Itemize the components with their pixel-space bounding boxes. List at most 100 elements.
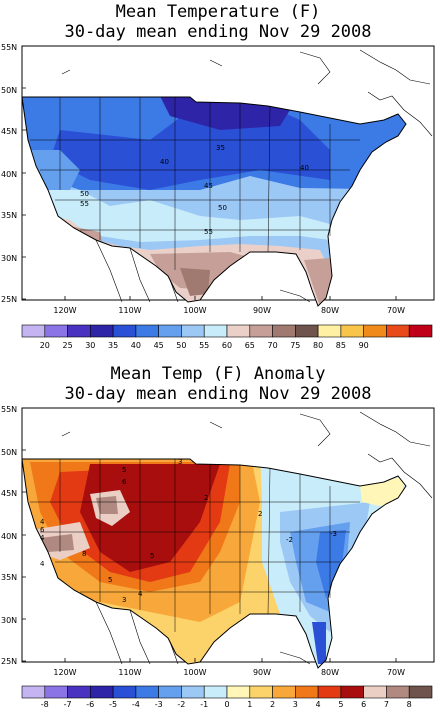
map2-legend-swatch [112,685,137,699]
map2-legend-label: 8 [407,700,412,709]
map1-contour-label: 50 [80,190,89,198]
map1-legend-label: 70 [268,341,278,350]
map2-legend-label: -1 [200,700,208,709]
map2-legend-swatch [44,685,68,699]
map2-legend-label: 3 [293,700,298,709]
map2-contour-label: 8 [82,550,86,558]
map2-ticks [22,407,397,662]
map1-legend-swatch [386,324,410,338]
map2-coastlines [61,411,433,665]
map2-contour-label: 4 [138,590,143,598]
map1-lon-90: 90W [253,306,271,315]
map2-lat-40: 40N [1,532,17,541]
map1-legend-swatch [181,324,205,338]
map2-legend-swatch [203,685,228,699]
map1-legend-swatch [408,324,433,338]
map1-legend-label: 65 [245,341,255,350]
map1-legend-swatch [67,324,91,338]
map1-contour-labels: 35 40 40 45 50 50 55 55 [80,144,309,236]
map1-lat-40: 40N [1,170,17,179]
map1-contour-label: 40 [300,164,309,172]
map1-legend-label: 80 [313,341,323,350]
map1-legend-swatch [158,324,182,338]
map1-lon-80: 80W [321,306,339,315]
map1-title-line2: 30-day mean ending Nov 29 2008 [64,22,372,42]
map2-lon-80: 80W [321,668,339,677]
map1-legend-swatch [135,324,159,338]
map2-legend-swatch [340,685,364,699]
map2-legend-swatch [386,685,410,699]
map2-legend-label: 1 [247,700,252,709]
map2-contour-label: 4 [40,560,45,568]
map1-legend-label: 75 [290,341,300,350]
map1-ticks [22,45,397,300]
map2-contour-label: 5 [150,552,154,560]
map2-contour-label: -2 [286,536,293,544]
map2-contour-labels: 3 5 6 2 4 6 4 8 4 5 5 3 4 2 -2 -3 [40,458,337,604]
map1-legend-label: 30 [85,341,95,350]
map1-contour-label: 35 [216,144,225,152]
map1-legend-swatch [317,324,342,338]
map2-legend-label: -2 [177,700,185,709]
map1-legend-swatch [249,324,273,338]
map2-legend: -8 -7 -6 -5 -4 -3 -2 -1 0 1 2 3 4 5 6 7 8 [21,685,433,709]
map2-legend-swatch [408,685,433,699]
map1-legend: 20 25 30 35 40 45 50 55 60 65 70 75 80 85 90 [21,324,433,350]
map2-legend-label: -6 [86,700,94,709]
map1-legend-swatch [112,324,137,338]
map2-contour-label: 2 [258,510,262,518]
map1-contour-label: 55 [80,200,89,208]
map2-contour-label: 6 [122,478,127,486]
map1-legend-label: 25 [63,341,73,350]
map2-lat-30: 30N [1,616,17,625]
map1-legend-label: 40 [131,341,141,350]
map1-legend-label: 90 [359,341,369,350]
map1-lat-45: 45N [1,127,17,136]
map1-lat-labels: 55N 50N 45N 40N 35N 30N 25N [1,43,17,304]
map1-lon-70: 70W [387,306,405,315]
map2-legend-label: 0 [224,700,229,709]
map1-us-outline [21,96,407,307]
map2-lon-110: 110W [118,668,141,677]
map1-legend-swatch [294,324,319,338]
map1-legend-label: 85 [336,341,346,350]
map2-title-line2: 30-day mean ending Nov 29 2008 [64,384,372,404]
map2-lon-100: 100W [183,668,206,677]
map1-lat-55: 55N [1,43,17,52]
map1-lon-120: 120W [53,306,76,315]
map2-legend-label: 5 [338,700,343,709]
map2-legend-swatch [294,685,319,699]
map2-contour-label: -3 [330,530,337,538]
map2-lon-120: 120W [53,668,76,677]
map2-legend-label: 2 [270,700,275,709]
map1-legend-label: 20 [40,341,50,350]
map1-panel: 55N 50N 45N 40N 35N 30N 25N 120W 110W 10… [1,43,435,350]
map1-contour-label: 45 [204,182,213,190]
map2-us-outline [21,458,407,669]
map2-legend-label: 6 [361,700,366,709]
map2-contour-label: 4 [40,534,45,542]
map1-contour-label: 40 [160,158,169,166]
map1-lat-50: 50N [1,86,17,95]
map1-legend-label: 35 [108,341,118,350]
map1-legend-swatch [203,324,228,338]
map1-lat-35: 35N [1,211,17,220]
map2-contour-label: 5 [122,466,126,474]
map1-legend-swatch [226,324,251,338]
map2-lat-50: 50N [1,448,17,457]
map2-legend-swatch [158,685,182,699]
map1-legend-swatch [340,324,364,338]
map2-contour-label: 5 [108,576,112,584]
map2-legend-swatch [90,685,114,699]
map2-legend-swatch [21,685,46,699]
map2-contour-label: 6 [40,526,45,534]
map2-legend-swatch [272,685,296,699]
map1-legend-swatch [363,324,387,338]
map1-lon-labels: 120W 110W 100W 90W 80W 70W [53,306,405,315]
map1-lat-30: 30N [1,254,17,263]
map2-legend-swatch [317,685,342,699]
map2-legend-swatch [363,685,387,699]
map1-title-line1: Mean Temperature (F) [115,2,321,22]
map2-lat-labels: 55N 50N 45N 40N 35N 30N 25N [1,405,17,666]
map1-contour-label: 50 [218,204,227,212]
